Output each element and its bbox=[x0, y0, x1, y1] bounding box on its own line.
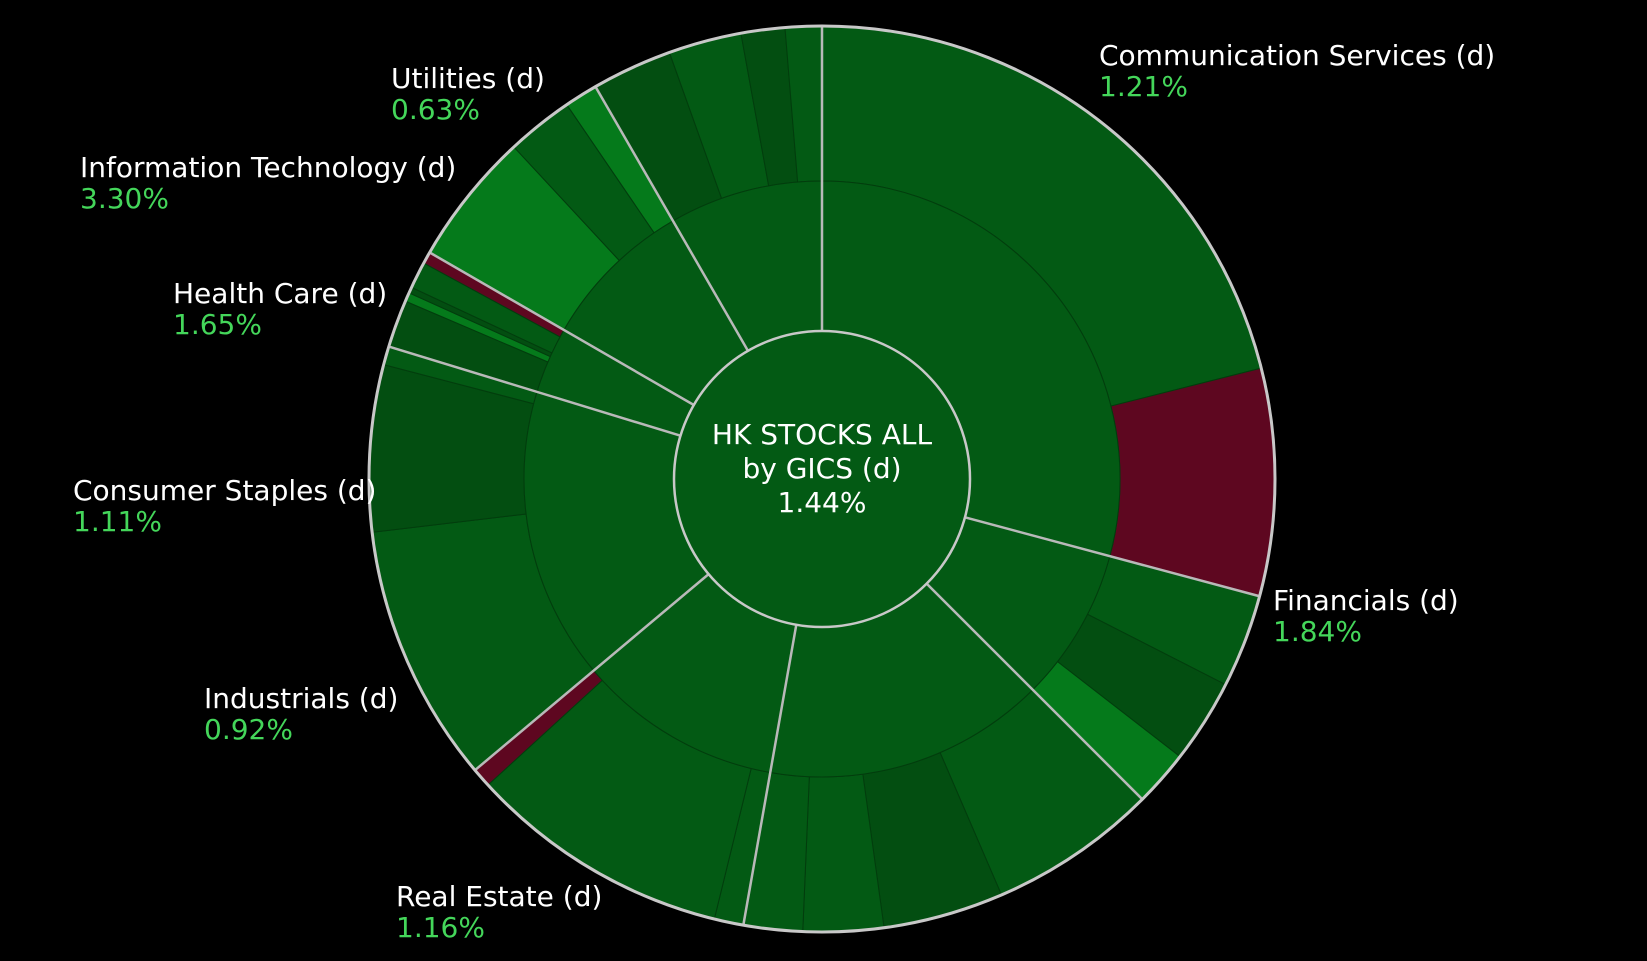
sector-change: 1.65% bbox=[173, 308, 262, 341]
sector-label-consumer-staples[interactable]: Consumer Staples (d) 1.11% bbox=[73, 475, 376, 537]
sector-label-communication-services[interactable]: Communication Services (d) 1.21% bbox=[1099, 40, 1495, 102]
sector-label-utilities[interactable]: Utilities (d) 0.63% bbox=[391, 63, 545, 125]
center-disc bbox=[672, 329, 972, 629]
sector-change: 1.11% bbox=[73, 505, 162, 538]
sector-change: 0.63% bbox=[391, 93, 480, 126]
center-title-line1: HK STOCKS ALL bbox=[711, 418, 933, 451]
sector-divider bbox=[742, 624, 798, 926]
center-title-line2: by GICS (d) bbox=[742, 452, 902, 485]
outer-rim bbox=[367, 24, 1277, 934]
sector-change: 3.30% bbox=[80, 182, 169, 215]
sector-change: 1.21% bbox=[1099, 70, 1188, 103]
sector-divider bbox=[925, 582, 1144, 801]
sector-change: 1.84% bbox=[1273, 615, 1362, 648]
sector-label-financials[interactable]: Financials (d) 1.84% bbox=[1273, 585, 1459, 647]
sector-divider bbox=[594, 86, 750, 352]
sector-change: 1.16% bbox=[396, 911, 485, 944]
sector-name: Information Technology (d) bbox=[80, 151, 457, 184]
sector-divider bbox=[388, 345, 681, 437]
sector-label-industrials[interactable]: Industrials (d) 0.92% bbox=[204, 683, 398, 745]
sector-name: Consumer Staples (d) bbox=[73, 474, 377, 507]
sector-change: 0.92% bbox=[204, 713, 293, 746]
center-value: 1.44% bbox=[777, 486, 867, 519]
sector-name: Utilities (d) bbox=[391, 62, 545, 95]
sector-name: Communication Services (d) bbox=[1099, 39, 1496, 72]
sector-name: Financials (d) bbox=[1273, 584, 1459, 617]
sector-divider bbox=[474, 573, 710, 772]
inner-ring bbox=[523, 180, 1121, 778]
sector-label-health-care[interactable]: Health Care (d) 1.65% bbox=[173, 278, 387, 340]
sector-label-information-technology[interactable]: Information Technology (d) 3.30% bbox=[80, 152, 456, 214]
sector-divider bbox=[964, 516, 1260, 598]
sector-label-real-estate[interactable]: Real Estate (d) 1.16% bbox=[396, 881, 602, 943]
sector-name: Real Estate (d) bbox=[396, 880, 603, 913]
sector-name: Industrials (d) bbox=[204, 682, 399, 715]
outer-ring bbox=[368, 25, 1276, 933]
sector-divider bbox=[429, 251, 695, 407]
chart-center-label: HK STOCKS ALL by GICS (d) 1.44% bbox=[664, 418, 980, 520]
sector-dividers bbox=[388, 26, 1260, 926]
sector-name: Health Care (d) bbox=[173, 277, 388, 310]
